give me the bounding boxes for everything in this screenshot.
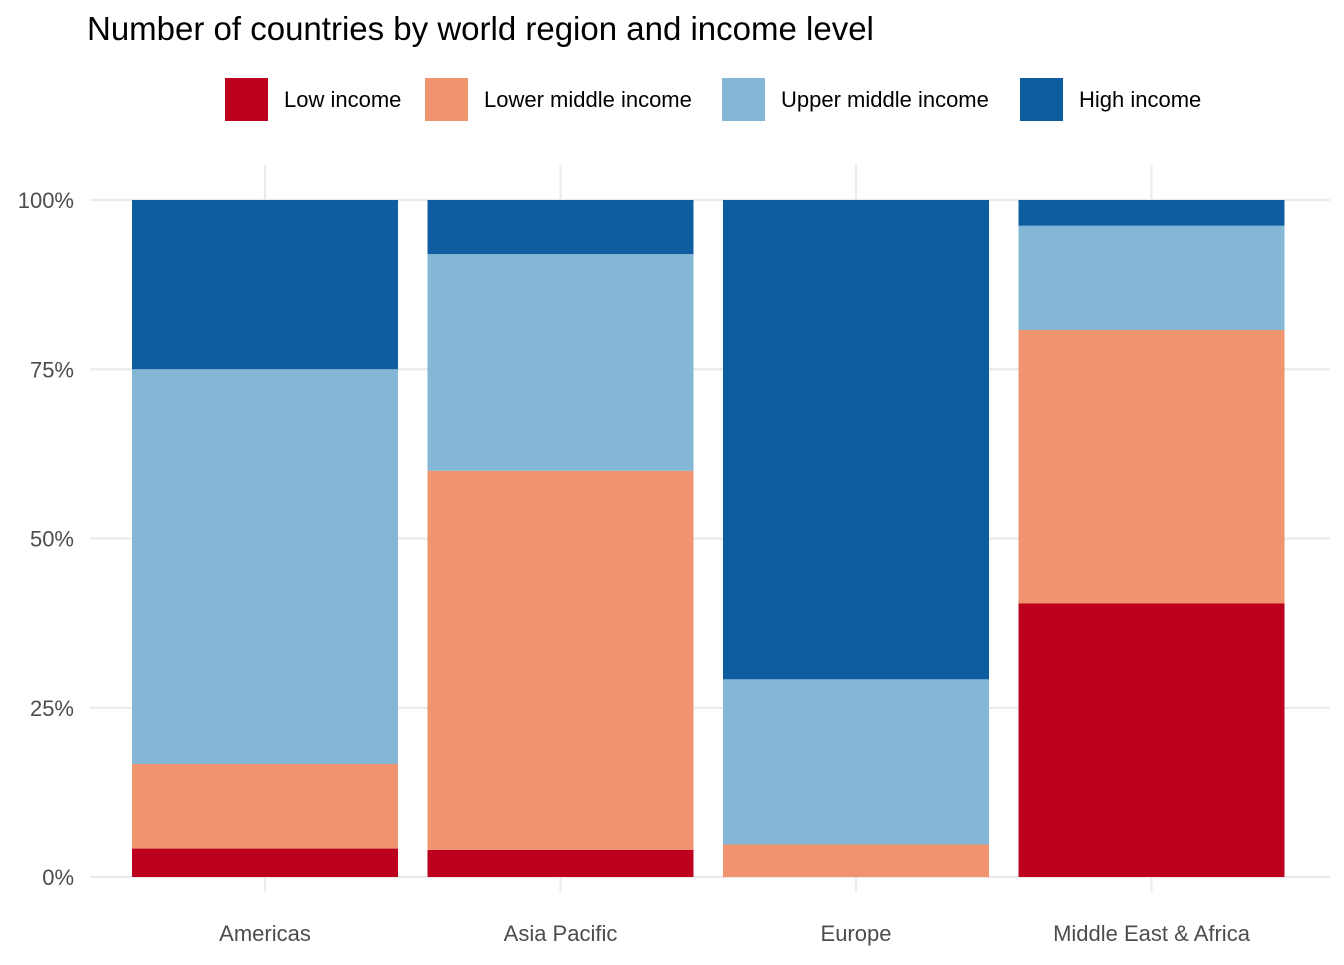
bar-europe-lower-middle-income (723, 844, 989, 877)
y-tick-label: 0% (42, 865, 74, 890)
legend-label: Low income (284, 87, 401, 112)
y-tick-label: 100% (18, 188, 74, 213)
bar-asia-pacific-low-income (427, 849, 694, 877)
legend-item-lower-middle-income: Lower middle income (425, 78, 692, 121)
legend: Low income Lower middle income Upper middl… (225, 78, 1201, 121)
y-tick-label: 75% (30, 357, 74, 382)
y-tick-label: 50% (30, 527, 74, 552)
bar-americas-low-income (132, 848, 398, 877)
bar-americas-upper-middle-income (132, 369, 398, 764)
legend-key (425, 78, 468, 121)
bar-middle-east-and-africa-high-income (1018, 200, 1285, 226)
legend-item-upper-middle-income: Upper middle income (722, 78, 989, 121)
bar-asia-pacific-upper-middle-income (427, 254, 694, 471)
legend-key (722, 78, 765, 121)
legend-label: Lower middle income (484, 87, 692, 112)
legend-label: High income (1079, 87, 1201, 112)
legend-key (1020, 78, 1063, 121)
x-tick-label: Europe (821, 921, 892, 946)
y-tick-label: 25% (30, 696, 74, 721)
x-axis: Americas Asia Pacific Europe Middle East & … (219, 921, 1251, 946)
bar-americas-high-income (132, 200, 398, 370)
legend-label: Upper middle income (781, 87, 989, 112)
x-tick-label: Middle East & Africa (1053, 921, 1251, 946)
bars (132, 200, 1285, 877)
bar-europe-high-income (723, 200, 989, 680)
bar-asia-pacific-high-income (427, 200, 694, 255)
x-tick-label: Asia Pacific (504, 921, 618, 946)
bar-asia-pacific-lower-middle-income (427, 470, 694, 850)
legend-key (225, 78, 268, 121)
bar-europe-upper-middle-income (723, 679, 989, 845)
legend-item-low-income: Low income (225, 78, 401, 121)
y-axis: 0% 25% 50% 75% 100% (18, 188, 74, 890)
bar-americas-lower-middle-income (132, 763, 398, 849)
chart-title: Number of countries by world region and … (87, 10, 874, 47)
bar-middle-east-and-africa-low-income (1018, 603, 1285, 877)
bar-middle-east-and-africa-upper-middle-income (1018, 225, 1285, 330)
legend-item-high-income: High income (1020, 78, 1201, 121)
x-tick-label: Americas (219, 921, 311, 946)
bar-middle-east-and-africa-lower-middle-income (1018, 329, 1285, 604)
